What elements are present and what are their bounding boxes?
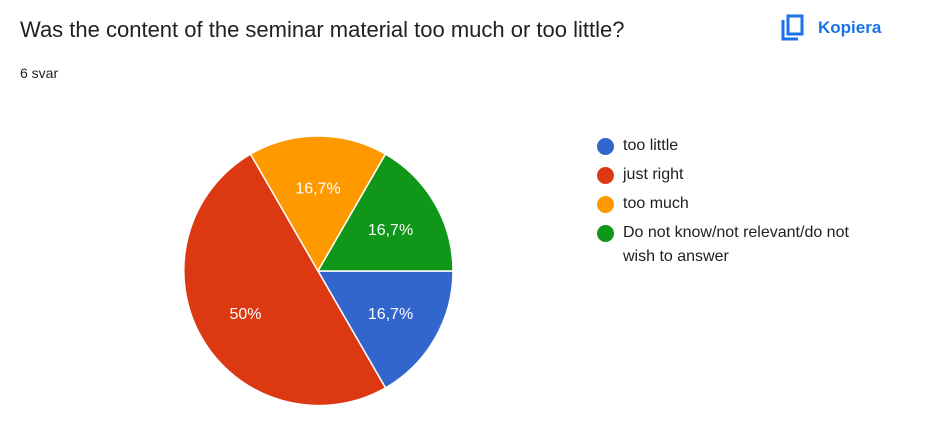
pie-slice-labels: 16,7% 50% 16,7% 16,7% bbox=[229, 180, 413, 323]
legend-swatch bbox=[597, 166, 614, 184]
pie-slice-label-too-little: 16,7% bbox=[368, 306, 413, 323]
copy-icon bbox=[780, 14, 804, 42]
legend-label: just right bbox=[623, 166, 684, 183]
copy-button[interactable]: Kopiera bbox=[776, 10, 891, 46]
question-title: Was the content of the seminar material … bbox=[20, 17, 625, 42]
chart-legend: too little just right too much Do not kn… bbox=[597, 134, 897, 274]
pie-slice-just-right[interactable] bbox=[183, 153, 387, 407]
pie-slice-label-too-much: 16,7% bbox=[295, 180, 340, 197]
legend-item-too-much: too much bbox=[597, 192, 897, 216]
copy-label: Kopiera bbox=[818, 18, 882, 37]
legend-swatch bbox=[597, 224, 614, 242]
legend-label: too much bbox=[623, 195, 689, 212]
response-count: 6 svar bbox=[20, 65, 59, 81]
pie-slice-label-just-right: 50% bbox=[229, 306, 261, 323]
pie-slices bbox=[183, 135, 454, 407]
pie-slice-too-much[interactable] bbox=[249, 135, 387, 272]
legend-item-do-not-know: Do not know/not relevant/do not wish to … bbox=[597, 221, 897, 269]
pie-slice-do-not-know[interactable] bbox=[317, 153, 454, 272]
pie-slice-label-do-not-know: 16,7% bbox=[368, 222, 413, 239]
legend-swatch bbox=[597, 195, 614, 213]
legend-label: too little bbox=[623, 137, 679, 154]
legend-item-just-right: just right bbox=[597, 163, 897, 187]
legend-item-too-little: too little bbox=[597, 134, 897, 158]
pie-slice-too-little[interactable] bbox=[317, 270, 454, 389]
legend-label: Do not know/not relevant/do not wish to … bbox=[623, 224, 849, 265]
legend-swatch bbox=[597, 137, 614, 155]
